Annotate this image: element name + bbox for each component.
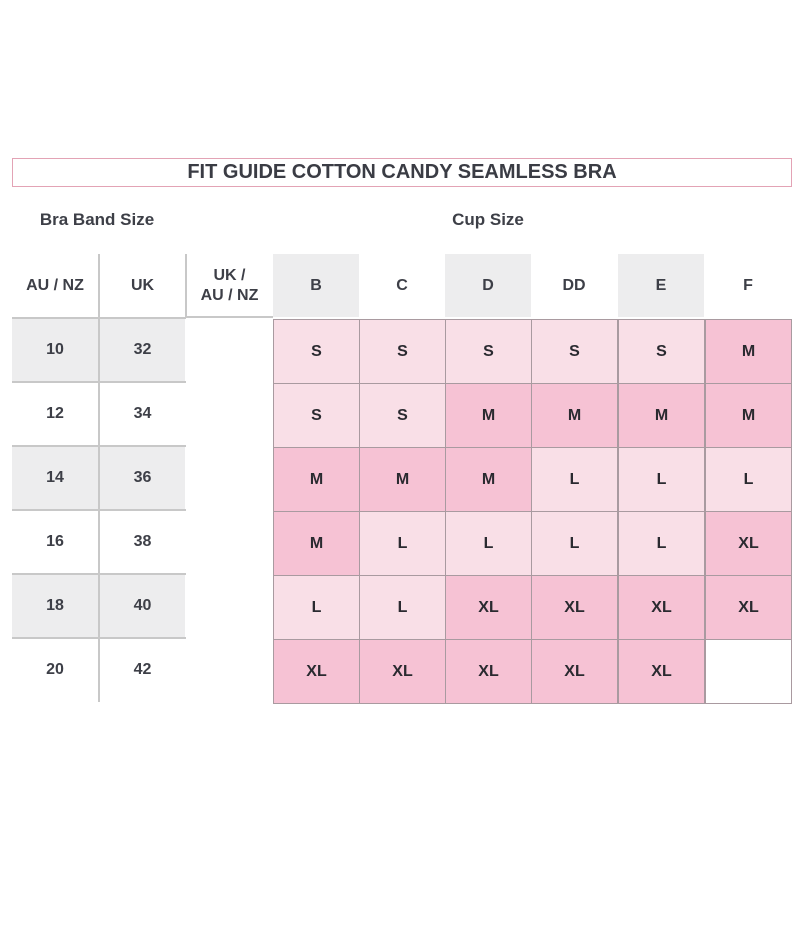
- header-uk: UK: [130, 276, 155, 294]
- header-au-nz: AU / NZ: [26, 276, 84, 294]
- band-uk: 40: [100, 575, 185, 637]
- size-cell: L: [705, 447, 792, 512]
- cup-size-label: Cup Size: [452, 210, 524, 229]
- size-cell: S: [618, 319, 705, 384]
- band-uk: 38: [133, 533, 152, 550]
- size-cell: XL: [705, 575, 792, 640]
- divider: [185, 316, 273, 318]
- band-au-nz: 12: [46, 405, 64, 422]
- cup-header-b: B: [273, 254, 359, 317]
- cup-header-d: D: [445, 254, 531, 317]
- size-cell: S: [359, 383, 446, 448]
- band-uk: 36: [100, 447, 185, 509]
- band-au-nz: 18: [12, 575, 98, 637]
- size-cell: M: [618, 383, 705, 448]
- size-cell: L: [531, 511, 618, 576]
- size-cell: S: [531, 319, 618, 384]
- size-cell: M: [273, 511, 360, 576]
- size-cell: [705, 639, 792, 704]
- size-cell: L: [445, 511, 532, 576]
- size-cell: XL: [273, 639, 360, 704]
- size-cell: S: [445, 319, 532, 384]
- size-cell: M: [445, 447, 532, 512]
- size-cell: M: [273, 447, 360, 512]
- band-au-nz: 14: [12, 447, 98, 509]
- size-cell: M: [359, 447, 446, 512]
- size-cell: S: [359, 319, 446, 384]
- band-au-nz: 20: [46, 661, 64, 678]
- size-cell: L: [618, 511, 705, 576]
- size-cell: M: [531, 383, 618, 448]
- size-cell: M: [445, 383, 532, 448]
- size-cell: XL: [445, 575, 532, 640]
- size-cell: XL: [445, 639, 532, 704]
- band-au-nz: 10: [12, 319, 98, 381]
- row-divider: [12, 509, 186, 511]
- cup-header-f: F: [743, 276, 753, 294]
- size-cell: XL: [531, 575, 618, 640]
- size-cell: XL: [531, 639, 618, 704]
- row-divider: [12, 573, 186, 575]
- size-cell: S: [273, 383, 360, 448]
- band-size-label: Bra Band Size: [39, 210, 155, 229]
- band-au-nz: 16: [46, 533, 64, 550]
- band-uk: 34: [133, 405, 152, 422]
- size-cell: L: [273, 575, 360, 640]
- fit-guide-title: FIT GUIDE COTTON CANDY SEAMLESS BRA: [12, 158, 792, 187]
- size-cell: S: [273, 319, 360, 384]
- size-cell: L: [359, 511, 446, 576]
- size-cell: L: [531, 447, 618, 512]
- header-uk-au-nz-line1: UK /: [213, 266, 246, 284]
- row-divider: [12, 445, 186, 447]
- divider: [98, 254, 100, 702]
- band-uk: 32: [100, 319, 185, 381]
- header-uk-au-nz: UK / AU / NZ: [187, 254, 272, 317]
- cup-header-dd: DD: [562, 276, 586, 294]
- band-uk: 42: [133, 661, 152, 678]
- size-cell: XL: [618, 575, 705, 640]
- size-cell: M: [705, 383, 792, 448]
- row-divider: [12, 317, 186, 319]
- size-cell: XL: [359, 639, 446, 704]
- row-divider: [12, 381, 186, 383]
- cup-header-e: E: [618, 254, 704, 317]
- size-cell: M: [705, 319, 792, 384]
- size-cell: XL: [705, 511, 792, 576]
- row-divider: [12, 637, 186, 639]
- size-cell: XL: [618, 639, 705, 704]
- divider: [185, 254, 187, 318]
- header-uk-au-nz-line2: AU / NZ: [200, 286, 259, 304]
- cup-header-c: C: [396, 276, 408, 294]
- size-cell: L: [359, 575, 446, 640]
- size-cell: L: [618, 447, 705, 512]
